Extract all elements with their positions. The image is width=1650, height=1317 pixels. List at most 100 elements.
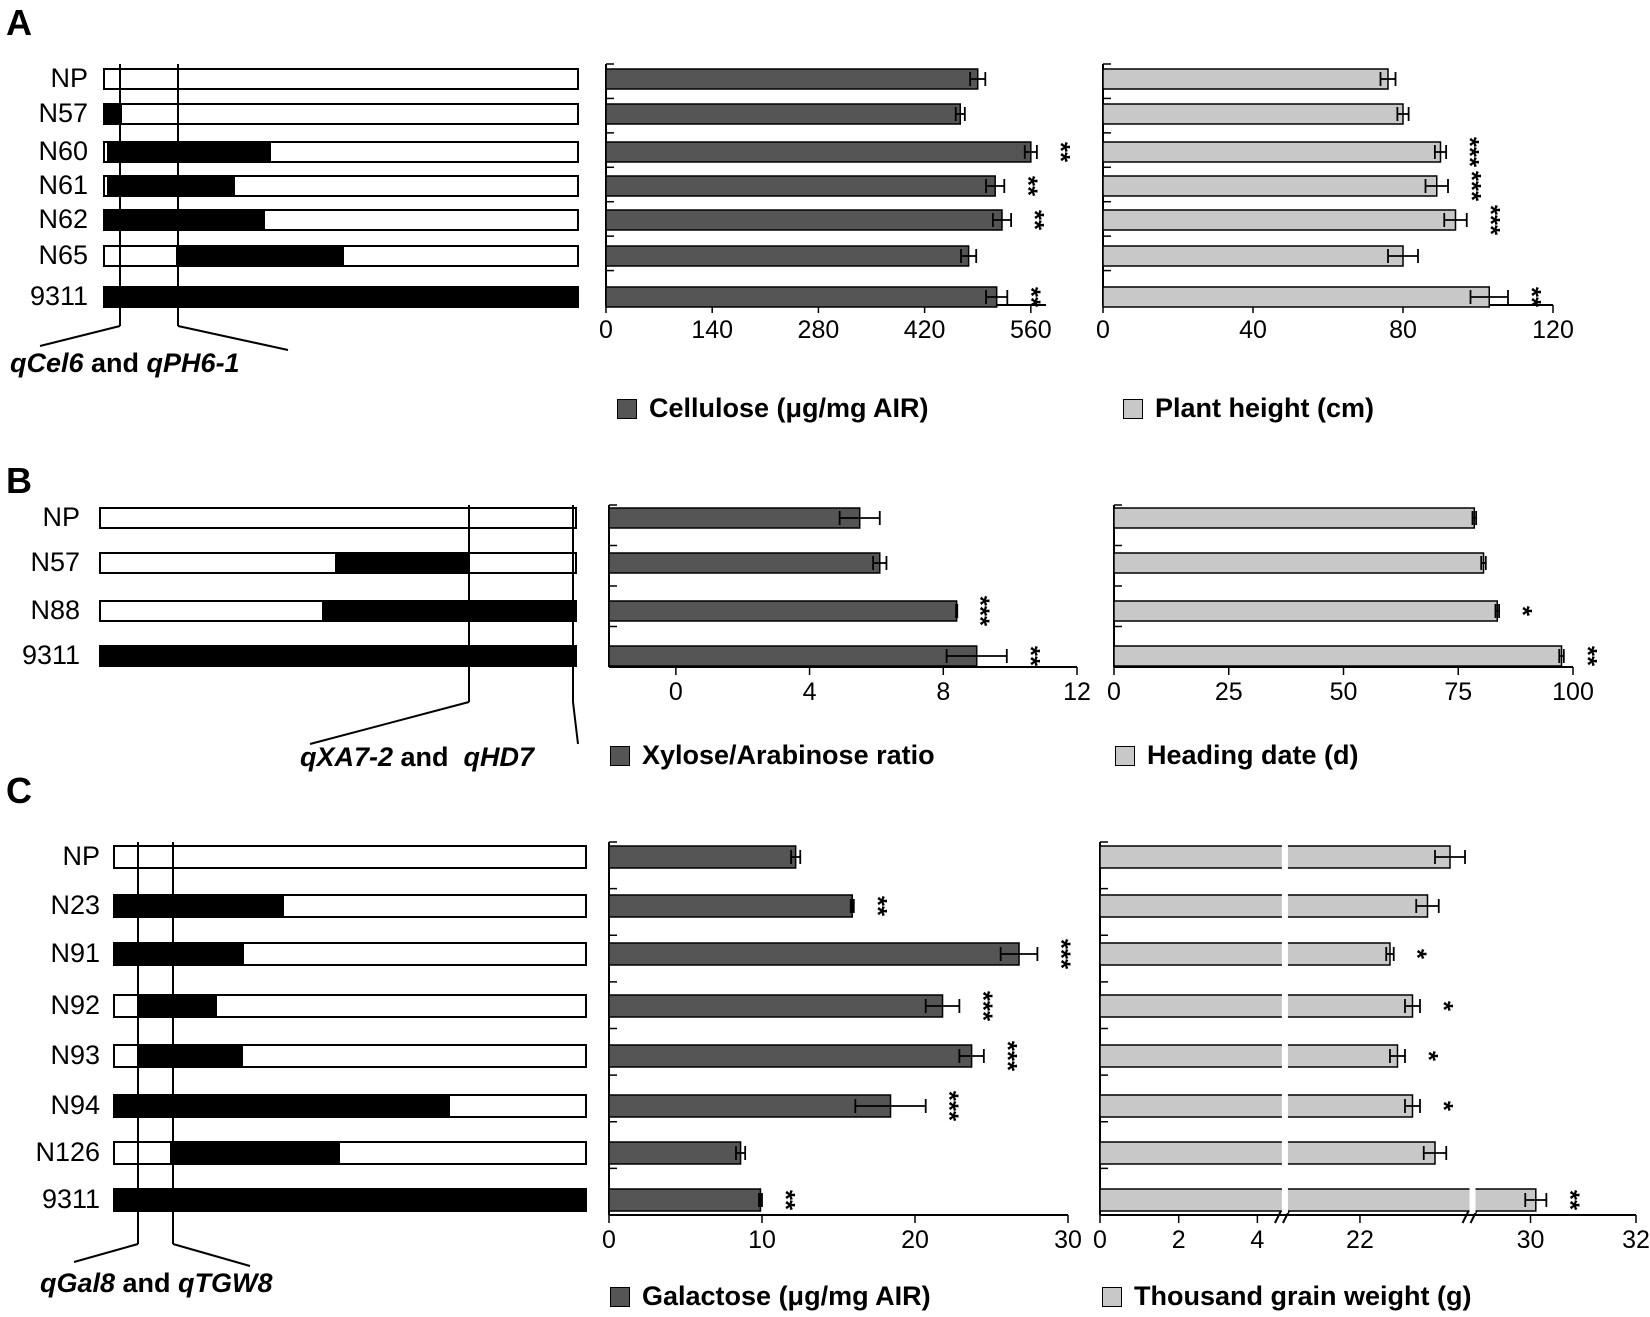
bar-break-gap: [1281, 893, 1288, 919]
x-tick-label: 4: [1250, 1226, 1264, 1254]
introgression-segment: [176, 246, 344, 266]
genotype-label: NP: [50, 63, 88, 93]
significance-mark: *: [1508, 606, 1538, 617]
bar: [608, 600, 958, 622]
significance-mark: **: [1573, 646, 1603, 667]
x-tick-label: 50: [1330, 678, 1358, 706]
legend-text: Cellulose (μg/mg AIR): [649, 393, 929, 423]
significance-mark: *: [1403, 949, 1433, 960]
introgression-segment: [170, 1142, 340, 1164]
introgression-segment: [114, 895, 284, 917]
legend-swatch: [610, 745, 630, 766]
bar: [1099, 1141, 1436, 1165]
legend-plant-height: Plant height (cm): [1123, 393, 1374, 424]
qtl-label-c: qGal8 and qTGW8: [40, 1268, 273, 1299]
qtl-name: qPH6-1: [146, 348, 240, 378]
legend-swatch: [610, 1286, 630, 1307]
legend-heading-date: Heading date (d): [1115, 740, 1359, 771]
introgression-segment: [107, 176, 235, 196]
bar-break-gap: [1281, 993, 1288, 1019]
genotype-label: NP: [62, 841, 100, 871]
qtl-name: qTGW8: [178, 1268, 273, 1298]
legend-text: Galactose (μg/mg AIR): [642, 1281, 931, 1311]
panel-label-b: B: [6, 460, 32, 501]
significance-mark: **: [1517, 287, 1547, 308]
bar: [1099, 994, 1414, 1018]
x-tick-label: 0: [1096, 316, 1110, 344]
bar: [1113, 552, 1485, 574]
qtl-conj: and: [393, 742, 464, 772]
x-tick-label: 22: [1346, 1226, 1374, 1254]
genotype-label: N126: [35, 1137, 100, 1167]
bar: [1102, 175, 1438, 197]
introgression-segment: [104, 287, 578, 307]
x-tick-label: 140: [691, 316, 733, 344]
legend-xylose: Xylose/Arabinose ratio: [610, 740, 935, 771]
panel-label-a: A: [6, 2, 32, 43]
legend-tgw: Thousand grain weight (g): [1102, 1281, 1471, 1312]
bar: [1102, 209, 1457, 231]
bar: [605, 68, 979, 90]
legend-text: Heading date (d): [1147, 740, 1359, 770]
bar: [608, 845, 797, 869]
qtl-label-a: qCel6 and qPH6-1: [10, 348, 240, 379]
genotype-label: N62: [38, 204, 88, 234]
significance-mark: ***: [966, 596, 996, 627]
bar: [1102, 245, 1404, 267]
x-tick-label: 0: [669, 678, 683, 706]
introgression-segment: [114, 1189, 586, 1211]
legend-swatch: [1123, 398, 1143, 419]
genotype-label: N88: [30, 595, 80, 625]
x-tick-label: 80: [1389, 316, 1417, 344]
bar: [608, 1044, 973, 1068]
chromosome-bar: [113, 994, 587, 1018]
bar: [608, 994, 944, 1018]
qtl-name: qCel6: [10, 348, 84, 378]
genotype-label: N92: [50, 990, 100, 1020]
panel-label-c: C: [6, 770, 32, 811]
x-tick-label: 30: [1517, 1226, 1545, 1254]
qtl-name: qHD7: [463, 742, 535, 772]
introgression-segment: [322, 601, 576, 621]
significance-mark: **: [1046, 142, 1076, 163]
bar: [608, 1094, 892, 1118]
genotype-label: NP: [42, 502, 80, 532]
bar: [605, 141, 1032, 163]
bar: [1102, 68, 1389, 90]
bar-break-gap: [1281, 844, 1288, 870]
significance-mark: *: [1414, 1051, 1444, 1062]
x-tick-label: 75: [1444, 678, 1472, 706]
x-tick-label: 0: [1107, 678, 1121, 706]
x-tick-label: 0: [602, 1226, 616, 1254]
significance-mark: **: [1016, 287, 1046, 308]
significance-mark: ***: [1046, 939, 1076, 970]
bar: [1102, 286, 1490, 308]
x-tick-label: 30: [1054, 1226, 1082, 1254]
significance-mark: ***: [968, 991, 998, 1022]
bar: [1102, 103, 1404, 125]
bar: [605, 286, 998, 308]
x-tick-label: 20: [901, 1226, 929, 1254]
legend-text: Plant height (cm): [1155, 393, 1375, 423]
bar: [1099, 894, 1429, 918]
significance-mark: **: [771, 1190, 801, 1211]
qtl-label-b: qXA7-2 and qHD7: [300, 742, 534, 773]
introgression-segment: [100, 646, 576, 666]
chromosome-bar: [99, 507, 577, 529]
bar: [608, 552, 881, 574]
bar: [1102, 141, 1442, 163]
bar: [608, 1141, 742, 1165]
bar: [608, 645, 978, 667]
genotype-label: 9311: [29, 281, 88, 311]
significance-mark: *: [1429, 1001, 1459, 1012]
x-tick-label: 100: [1552, 678, 1594, 706]
x-tick-label: 25: [1215, 678, 1243, 706]
genotype-label: N94: [50, 1090, 100, 1120]
significance-mark: *: [1429, 1101, 1459, 1112]
genotype-label: N57: [30, 547, 80, 577]
x-tick-label: 280: [798, 316, 840, 344]
axis-break-gap: [1279, 836, 1290, 1213]
qtl-pointer-line: [39, 325, 121, 347]
legend-swatch: [1115, 745, 1135, 766]
